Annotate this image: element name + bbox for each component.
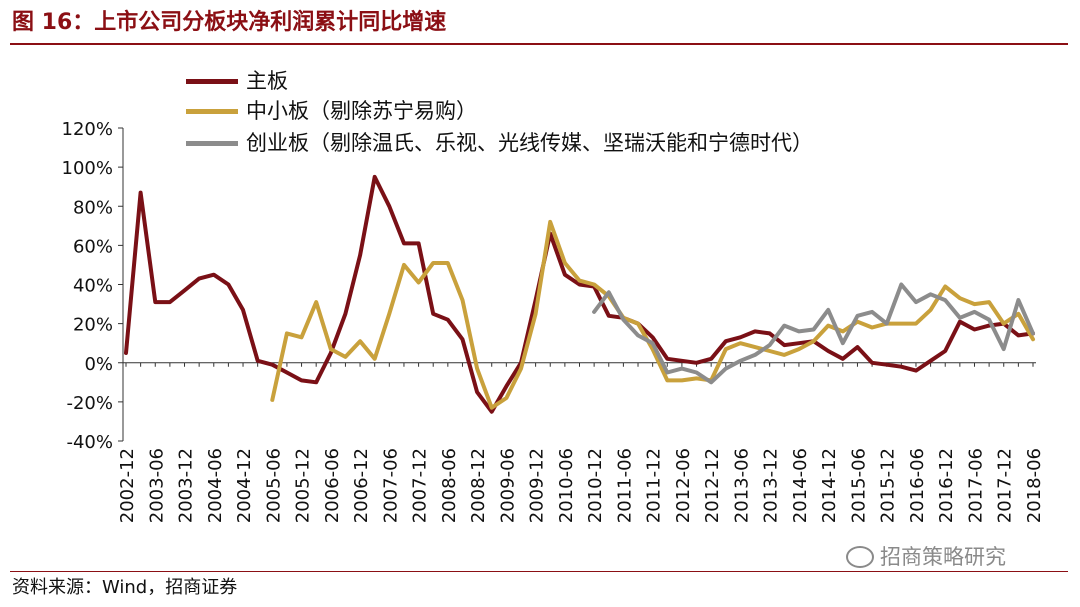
x-tick-label: 2012-12 (702, 448, 723, 523)
wechat-watermark: 招商策略研究 (846, 540, 1006, 574)
wechat-icon (846, 546, 874, 568)
y-tick-label: 120% (62, 119, 113, 140)
x-tick-label: 2005-12 (293, 448, 314, 523)
x-tick-label: 2002-12 (117, 448, 138, 523)
figure-title: 图 16：上市公司分板块净利润累计同比增速 (12, 10, 447, 35)
y-tick-label: 20% (73, 315, 113, 336)
x-tick-label: 2011-12 (644, 448, 665, 523)
x-tick-label: 2007-06 (380, 448, 401, 523)
axes-layer: -40% -20% 0% 20% 40% 60% 80% 100% 120% 2002-12 200… (62, 119, 1045, 523)
x-tick-label: 2013-12 (761, 448, 782, 523)
x-tick-label: 2010-06 (556, 448, 577, 523)
x-tick-label: 2003-12 (176, 448, 197, 523)
x-tick-label: 2009-06 (497, 448, 518, 523)
legend-label-main-board: 主板 (246, 69, 288, 93)
x-tick-label: 2013-06 (731, 448, 752, 523)
legend-label-sme-board: 中小板（剔除苏宁易购） (246, 99, 477, 123)
title-divider (10, 43, 1068, 45)
footer-divider (10, 571, 1068, 572)
x-tick-label: 2014-06 (790, 448, 811, 523)
y-tick-label: -20% (66, 393, 113, 414)
x-tick-label: 2006-06 (322, 448, 343, 523)
x-tick-label: 2014-12 (819, 448, 840, 523)
legend-swatch-sme-board (186, 109, 238, 114)
x-tick-label: 2004-06 (205, 448, 226, 523)
x-tick-label: 2017-12 (995, 448, 1016, 523)
legend-label-chinext-board: 创业板（剔除温氏、乐视、光线传媒、坚瑞沃能和宁德时代） (246, 131, 813, 155)
source-note: 资料来源：Wind，招商证券 (12, 577, 238, 598)
x-tick-label: 2018-06 (1024, 448, 1045, 523)
x-tick-label: 2015-12 (878, 448, 899, 523)
x-tick-label: 2016-06 (907, 448, 928, 523)
watermark-text: 招商策略研究 (880, 545, 1006, 569)
x-tick-label: 2008-06 (439, 448, 460, 523)
legend-swatch-main-board (186, 79, 238, 84)
x-tick-label: 2017-06 (965, 448, 986, 523)
series-line-sme-board (270, 219, 1035, 410)
x-tick-label: 2016-12 (936, 448, 957, 523)
x-tick-label: 2007-12 (410, 448, 431, 523)
series-line-main-board (124, 174, 1035, 414)
legend-swatch-chinext-board (186, 141, 238, 146)
y-tick-label: 80% (73, 197, 113, 218)
y-tick-label: 60% (73, 236, 113, 257)
line-chart: -40% -20% 0% 20% 40% 60% 80% 100% 120% 2002-12 200… (62, 119, 1045, 523)
x-tick-label: 2012-06 (673, 448, 694, 523)
series-line-chinext-board (592, 282, 1035, 385)
y-tick-label: 40% (73, 276, 113, 297)
x-tick-label: 2006-12 (351, 448, 372, 523)
x-tick-label: 2011-06 (614, 448, 635, 523)
x-tick-label: 2015-06 (848, 448, 869, 523)
x-tick-label: 2009-12 (527, 448, 548, 523)
x-tick-label: 2010-12 (585, 448, 606, 523)
x-tick-label: 2008-12 (468, 448, 489, 523)
y-tick-label: -40% (66, 432, 113, 453)
series-layer (124, 174, 1035, 414)
x-tick-label: 2005-06 (263, 448, 284, 523)
y-tick-label: 0% (84, 354, 113, 375)
x-tick-label: 2004-12 (234, 448, 255, 523)
x-tick-label: 2003-06 (146, 448, 167, 523)
y-tick-label: 100% (62, 158, 113, 179)
